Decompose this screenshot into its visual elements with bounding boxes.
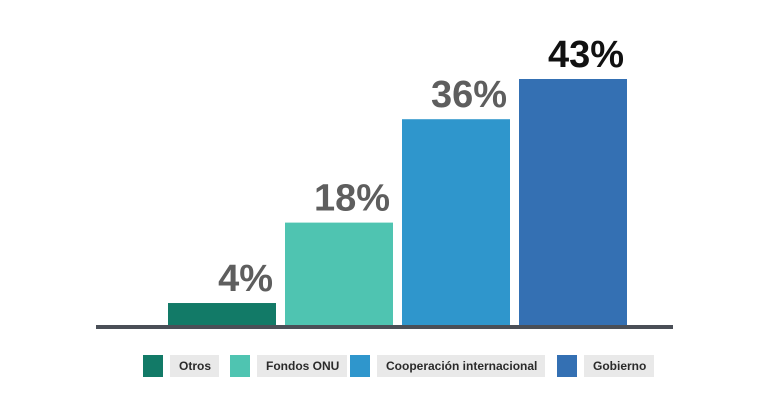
legend: Otros Fondos ONU Cooperación internacion… [0,355,768,379]
legend-item-otros: Otros [143,355,220,377]
bars-group [168,79,627,326]
value-labels-group: 4% 18% 36% 43% [218,34,624,300]
legend-swatch-gobierno [557,355,577,377]
legend-swatch-otros [143,355,163,377]
legend-item-gobierno: Gobierno [557,355,655,377]
value-label-gobierno: 43% [548,34,624,76]
bar-otros [168,303,276,326]
bar-gobierno [519,79,627,326]
legend-label-otros: Otros [170,355,220,377]
legend-label-fondos-onu: Fondos ONU [257,355,348,377]
legend-label-gobierno: Gobierno [584,355,655,377]
legend-swatch-fondos-onu [230,355,250,377]
legend-item-fondos-onu: Fondos ONU [230,355,348,377]
bar-fondos-onu [285,222,393,326]
value-label-cooperacion-internacional: 36% [431,74,507,116]
legend-label-cooperacion-internacional: Cooperación internacional [377,355,546,377]
bar-cooperacion-internacional [402,119,510,326]
legend-item-cooperacion-internacional: Cooperación internacional [350,355,546,377]
legend-swatch-cooperacion-internacional [350,355,370,377]
value-label-fondos-onu: 18% [314,178,390,220]
value-label-otros: 4% [218,258,273,300]
